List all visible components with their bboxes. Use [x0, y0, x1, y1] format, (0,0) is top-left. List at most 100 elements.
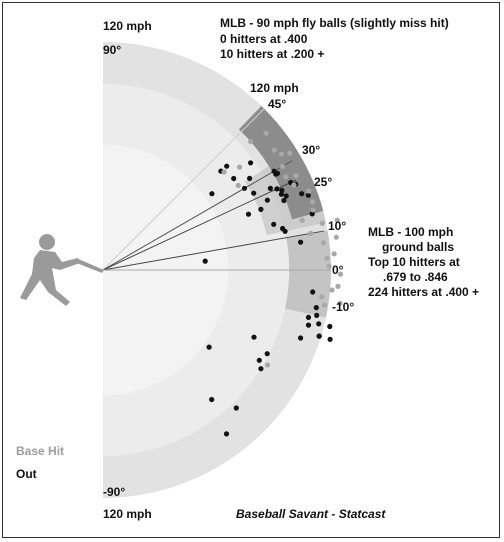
base-hit-point-28: [308, 230, 314, 236]
angle-reference-lines: [102, 108, 331, 271]
out-point-28: [298, 239, 304, 245]
reference-line-1: [102, 160, 293, 271]
legend-out-label: Out: [16, 467, 37, 481]
angle-label-minus-10: -10°: [332, 300, 354, 314]
base-hit-point-29: [334, 217, 340, 223]
out-point-22: [299, 191, 305, 197]
title-line-3: 10 hitters at .200 +: [220, 47, 324, 61]
out-point-32: [314, 312, 320, 318]
base-hit-point-13: [310, 199, 316, 205]
batter-body: [20, 250, 80, 306]
out-point-5: [251, 190, 257, 196]
reference-line-0: [102, 108, 265, 271]
out-point-33: [316, 321, 322, 327]
out-point-10: [264, 197, 270, 203]
base-hit-point-19: [324, 255, 330, 261]
out-point-29: [202, 258, 208, 264]
out-point-47: [209, 396, 215, 403]
base-hit-point-18: [331, 251, 337, 257]
out-point-11: [267, 185, 273, 191]
out-point-46: [223, 431, 230, 437]
angle-label-0: 0°: [332, 263, 344, 277]
out-point-6: [248, 160, 254, 166]
out-point-15: [283, 193, 289, 199]
base-hit-point-24: [337, 300, 343, 306]
base-hit-point-1: [237, 164, 243, 170]
out-point-23: [305, 192, 311, 198]
reference-line-3: [102, 230, 324, 271]
out-point-48: [256, 357, 262, 363]
ground-ball-annotation-line-5: 224 hitters at .400 +: [368, 285, 479, 299]
out-point-35: [298, 335, 304, 341]
base-hit-point-30: [264, 362, 271, 368]
out-point-19: [282, 228, 288, 234]
out-point-8: [245, 211, 252, 217]
angle-label-25: 25°: [314, 175, 332, 189]
base-hit-point-10: [291, 182, 297, 188]
top-speed-label: 120 mph: [103, 19, 152, 33]
batter-silhouette-icon: [20, 234, 104, 306]
base-hit-point-2: [235, 182, 241, 188]
base-hit-point-16: [321, 240, 327, 246]
out-point-30: [310, 289, 316, 295]
base-hit-point-20: [326, 263, 332, 269]
out-point-34: [305, 322, 312, 328]
base-hit-point-25: [321, 302, 327, 308]
bat: [74, 258, 104, 273]
out-point-42: [264, 351, 270, 357]
base-hit-point-6: [278, 151, 285, 157]
reference-line-2: [102, 179, 297, 271]
out-point-12: [279, 187, 285, 193]
base-hit-point-11: [293, 173, 299, 179]
out-point-2: [231, 175, 237, 182]
base-hit-point-0: [221, 169, 227, 175]
base-hit-point-27: [299, 217, 305, 223]
title-line-2: 0 hitters at .400: [220, 32, 308, 46]
out-point-39: [327, 336, 333, 342]
out-point-16: [278, 191, 284, 197]
angle-label-90: 90°: [103, 43, 121, 57]
ground-ball-annotation-line-3: Top 10 hitters at: [368, 255, 460, 269]
batter-head: [39, 234, 55, 250]
ground-ball-annotation-line-4: .679 to .846: [383, 270, 448, 284]
out-point-0: [209, 191, 215, 197]
out-point-13: [274, 186, 280, 192]
ground-ball-annotation-line-1: MLB - 100 mph: [368, 225, 453, 239]
ground-ball-annotation-line-2: ground balls: [382, 240, 454, 254]
out-point-45: [233, 405, 239, 411]
out-point-7: [247, 175, 253, 181]
base-hit-point-5: [271, 147, 277, 153]
angle-label-30: 30°: [302, 143, 320, 157]
base-hit-point-9: [283, 174, 289, 180]
out-point-44: [206, 344, 212, 350]
out-point-38: [327, 323, 333, 330]
out-point-31: [313, 305, 319, 311]
out-point-14: [281, 197, 287, 204]
base-hit-point-17: [333, 234, 339, 240]
out-point-27: [274, 170, 281, 176]
chart-frame: [2, 2, 500, 538]
base-hit-point-26: [319, 294, 325, 300]
bottom-speed-label: 120 mph: [103, 507, 152, 521]
base-hit-point-23: [329, 287, 335, 293]
base-hit-point-14: [310, 207, 316, 213]
base-hit-point-8: [279, 163, 285, 170]
out-point-40: [316, 333, 322, 339]
barrel-zone: [238, 105, 324, 220]
chart-title: MLB - 90 mph fly balls (slightly miss hi…: [220, 16, 449, 30]
base-hit-point-4: [263, 130, 269, 136]
out-point-4: [241, 185, 248, 191]
base-hit-point-21: [337, 271, 344, 277]
angle-speed-label: 120 mph: [250, 81, 299, 95]
out-point-17: [271, 221, 277, 227]
data-points: [202, 130, 344, 437]
out-point-36: [305, 314, 312, 320]
angle-label-45: 45°: [268, 97, 286, 111]
out-point-41: [251, 334, 257, 340]
base-hit-point-12: [306, 188, 312, 194]
out-point-24: [309, 211, 315, 217]
out-point-9: [258, 206, 264, 212]
angle-label-minus-90: -90°: [103, 485, 125, 499]
base-hit-point-3: [248, 139, 254, 145]
